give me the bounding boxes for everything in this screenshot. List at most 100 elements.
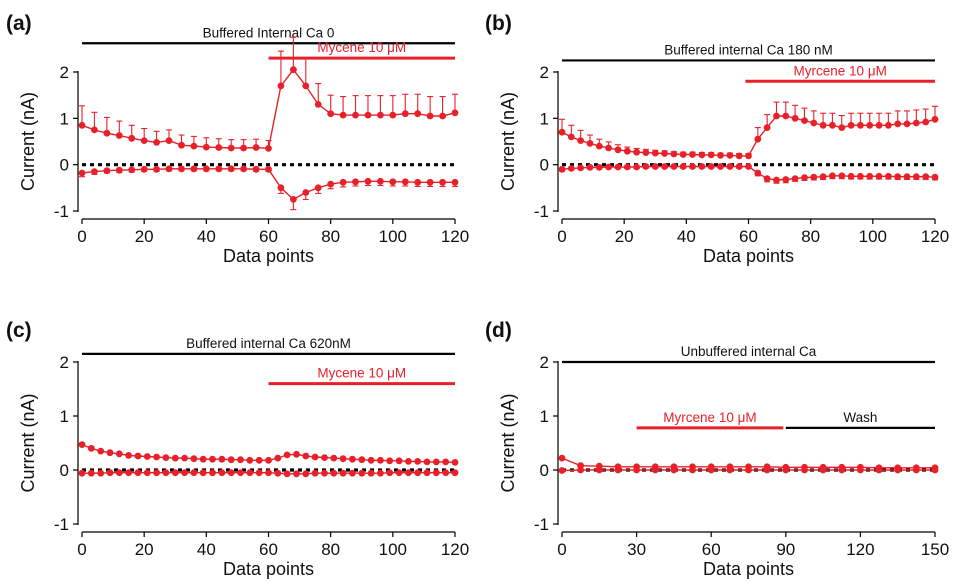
data-point (171, 454, 179, 462)
data-point (405, 469, 412, 477)
panel-label: (d) (485, 319, 512, 342)
data-point (922, 173, 930, 181)
data-point (367, 469, 375, 477)
data-point (252, 144, 260, 151)
data-point (91, 168, 98, 176)
x-tick-label: 120 (846, 540, 874, 559)
data-point (165, 165, 173, 173)
data-point (426, 112, 434, 120)
y-tick-label: -1 (54, 202, 69, 221)
data-point (311, 453, 319, 461)
data-point (801, 174, 808, 182)
data-point (623, 147, 631, 155)
data-point (763, 175, 771, 183)
data-point (78, 121, 86, 129)
data-point (894, 466, 902, 474)
data-point (670, 150, 678, 158)
data-point (143, 469, 151, 477)
data-point (115, 132, 123, 139)
data-point (922, 118, 930, 126)
x-tick-label: 40 (197, 227, 216, 246)
y-axis-title: Current (nA) (18, 92, 38, 191)
data-point (181, 469, 189, 477)
data-point (614, 163, 622, 171)
data-point (763, 466, 771, 474)
data-point (401, 110, 409, 118)
data-point (153, 165, 161, 173)
data-point (352, 111, 359, 119)
data-point (707, 163, 715, 170)
data-point (255, 456, 263, 464)
x-tick-label: 0 (557, 227, 566, 246)
data-point (97, 469, 105, 477)
data-point (395, 469, 403, 477)
data-point (451, 178, 459, 186)
data-point (352, 178, 359, 186)
data-series (78, 441, 459, 466)
y-tick-label: 0 (540, 156, 549, 175)
x-tick-label: 30 (627, 540, 646, 559)
y-tick-label: -1 (534, 202, 549, 221)
data-point (558, 467, 566, 474)
data-point (327, 180, 335, 188)
series-line (81, 168, 455, 201)
data-point (386, 457, 394, 465)
data-point (633, 466, 640, 474)
data-point (558, 454, 566, 462)
data-point (78, 469, 86, 477)
x-tick-label: 120 (441, 227, 469, 246)
x-tick-label: 120 (921, 227, 949, 246)
data-point (567, 133, 575, 141)
condition-bar-label: Myrcene 10 μM (794, 63, 887, 78)
x-tick-label: 100 (379, 540, 407, 559)
y-tick-label: 1 (60, 407, 69, 426)
data-point (190, 165, 198, 173)
condition-bar-label: Mycene 10 μM (317, 366, 406, 381)
data-series (78, 469, 459, 478)
data-point (717, 152, 724, 159)
data-point (857, 121, 864, 129)
data-point (125, 452, 132, 459)
data-point (181, 454, 189, 462)
data-point (115, 469, 123, 477)
data-point (265, 165, 272, 173)
data-point (106, 469, 114, 477)
data-point (377, 111, 384, 119)
data-point (426, 178, 434, 186)
data-point (143, 453, 151, 460)
data-point (875, 466, 883, 474)
data-point (558, 128, 566, 136)
data-point (293, 470, 300, 478)
x-tick-label: 20 (615, 227, 634, 246)
data-point (78, 441, 86, 448)
data-point (414, 469, 422, 477)
data-point (857, 466, 864, 474)
data-point (661, 163, 668, 170)
data-point (912, 119, 920, 127)
data-point (255, 469, 263, 477)
data-point (661, 150, 668, 157)
data-point (847, 172, 855, 180)
y-tick-label: 0 (540, 461, 549, 480)
panel-label: (a) (6, 12, 32, 35)
y-tick-label: 2 (60, 353, 69, 372)
data-point (717, 163, 724, 170)
data-point (894, 120, 902, 128)
data-point (153, 469, 161, 477)
x-tick-label: 60 (702, 540, 721, 559)
condition-bar-label: Mycene 10 μM (317, 40, 406, 55)
data-point (745, 466, 752, 474)
data-point (274, 454, 282, 462)
data-point (190, 455, 198, 463)
data-point (633, 148, 640, 156)
data-point (586, 164, 594, 171)
data-point (358, 456, 366, 464)
data-point (829, 172, 836, 180)
data-point (246, 469, 254, 477)
data-point (689, 163, 696, 170)
data-point (605, 144, 612, 152)
x-axis-title: Data points (703, 559, 794, 579)
data-point (782, 466, 790, 474)
data-point (735, 152, 743, 160)
data-point (349, 455, 356, 463)
